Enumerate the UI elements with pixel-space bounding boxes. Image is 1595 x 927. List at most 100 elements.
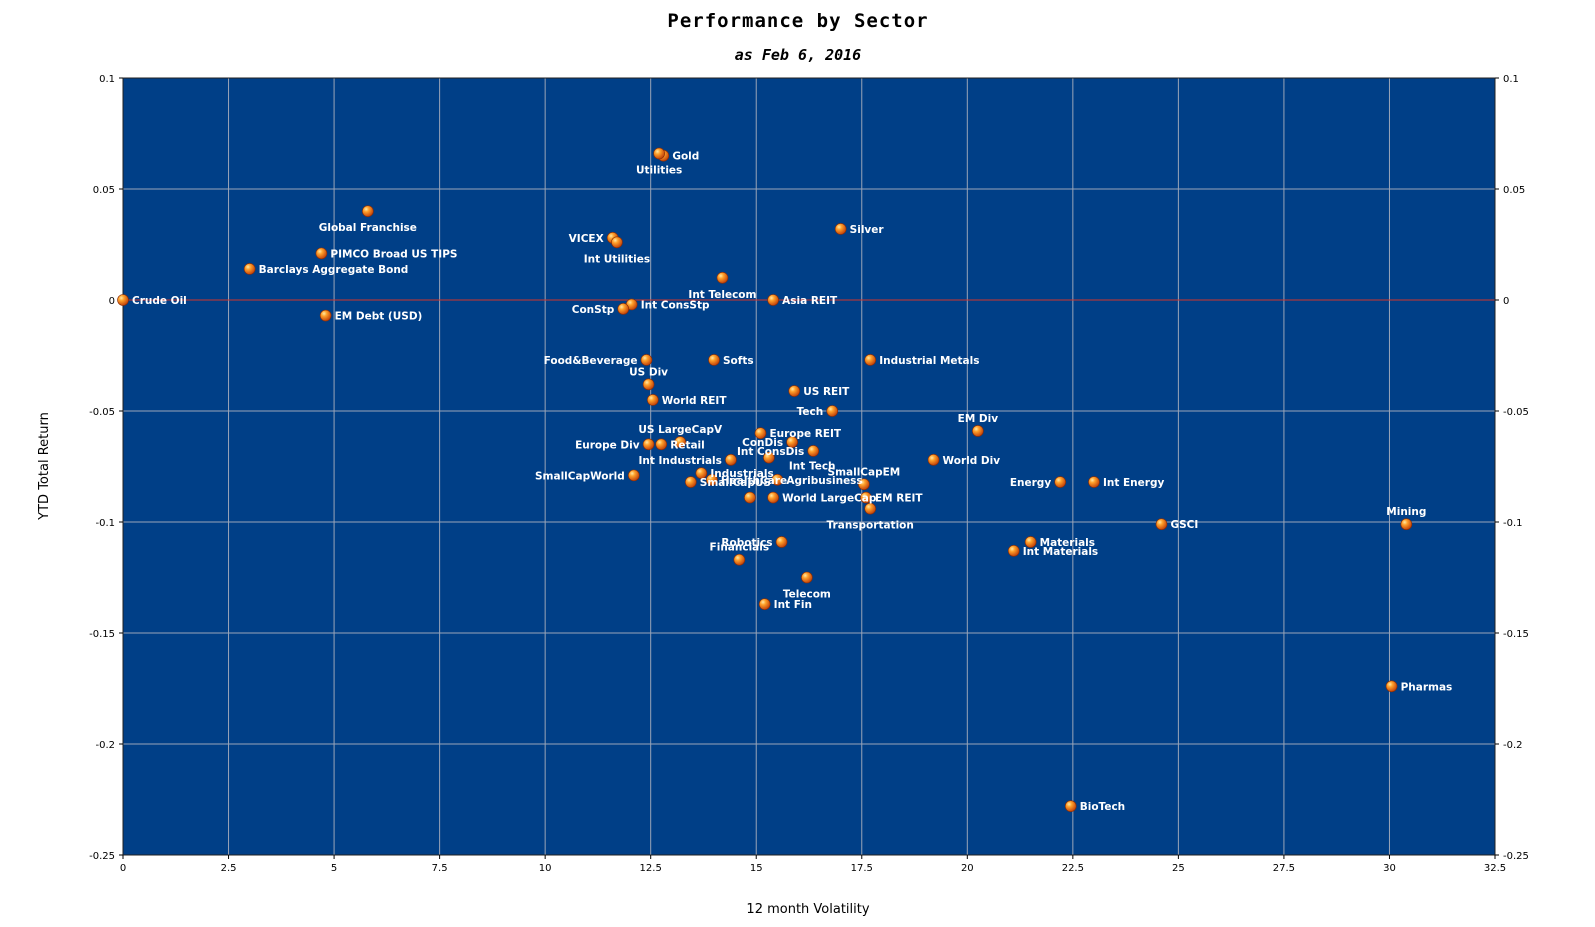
y-tick-label-left: -0.05 xyxy=(89,407,115,418)
data-point xyxy=(834,223,847,235)
data-label: HealthCare xyxy=(721,475,787,487)
x-tick-label: 32.5 xyxy=(1484,863,1506,874)
data-label: Gold xyxy=(672,151,699,163)
data-point xyxy=(763,451,775,464)
y-tick-label-right: -0.2 xyxy=(1503,740,1523,751)
data-point xyxy=(771,474,784,486)
data-point xyxy=(1054,476,1066,488)
data-points xyxy=(117,147,1413,812)
data-label: US REIT xyxy=(803,386,850,398)
data-label: Materials xyxy=(1040,537,1095,549)
y-tick-label-right: -0.15 xyxy=(1503,629,1529,640)
y-axis-right-ticks: 0.1 0.05 0 -0.05 -0.1 -0.15 -0.2 -0.25 xyxy=(1495,74,1529,862)
data-label: Silver xyxy=(850,224,885,236)
data-point xyxy=(826,405,839,417)
x-axis-label: 12 month Volatility xyxy=(746,902,869,917)
x-tick-label: 27.5 xyxy=(1273,863,1295,874)
data-label: Int Telecom xyxy=(688,289,756,301)
data-point xyxy=(972,425,984,437)
y-tick-label-right: -0.1 xyxy=(1503,518,1523,529)
data-point xyxy=(786,436,798,448)
data-point xyxy=(695,467,708,479)
data-point xyxy=(647,394,659,406)
data-point xyxy=(1007,545,1020,557)
y-axis-label: YTD Total Return xyxy=(37,412,52,521)
data-point xyxy=(788,385,801,397)
x-tick-label: 2.5 xyxy=(221,863,237,874)
y-tick-label-left: 0.05 xyxy=(93,185,115,196)
data-label: Asia REIT xyxy=(782,295,838,307)
data-label: Int Tech xyxy=(789,461,836,473)
data-point xyxy=(744,491,756,504)
data-point xyxy=(725,454,737,466)
data-point xyxy=(642,378,655,391)
data-point xyxy=(1088,476,1100,488)
data-point xyxy=(362,205,374,217)
data-label: World Div xyxy=(943,455,1001,467)
data-label: Int ConsStp xyxy=(641,299,710,311)
data-label: Utilities xyxy=(636,164,682,176)
data-label: Transportation xyxy=(827,520,914,532)
data-label: Barclays Aggregate Bond xyxy=(259,264,409,276)
x-tick-label: 25 xyxy=(1172,863,1185,874)
data-point xyxy=(653,147,665,160)
data-point xyxy=(767,294,779,306)
data-label: World LargeCap xyxy=(782,493,877,505)
data-label: Int Fin xyxy=(774,599,812,611)
data-label: Softs xyxy=(723,355,754,367)
data-label: Europe Div xyxy=(575,439,640,451)
data-point xyxy=(708,354,720,366)
data-point xyxy=(733,553,746,566)
data-point xyxy=(807,445,820,457)
data-label: Financials xyxy=(710,542,770,554)
data-point xyxy=(1024,536,1037,548)
data-point xyxy=(617,303,630,315)
data-label: Energy xyxy=(1010,477,1051,489)
data-label: Robotics xyxy=(721,537,772,549)
x-tick-label: 15 xyxy=(750,863,763,874)
data-label: World REIT xyxy=(662,395,728,407)
data-label: ConStp xyxy=(572,304,615,316)
data-label: EM REIT xyxy=(875,493,923,505)
chart-title: Performance by Sector xyxy=(667,10,928,32)
x-tick-label: 30 xyxy=(1383,863,1396,874)
data-label: Int Industrials xyxy=(638,455,721,467)
x-tick-label: 7.5 xyxy=(432,863,448,874)
data-point xyxy=(640,354,653,366)
data-point xyxy=(117,294,129,306)
data-label: SmallCapWorld xyxy=(535,470,625,482)
plot-border xyxy=(122,77,1496,856)
y-tick-label-left: -0.1 xyxy=(95,518,115,529)
data-point xyxy=(1155,518,1168,531)
x-axis-ticks: 0 2.5 5 7.5 10 12.5 15 17.5 20 22.5 25 27.5 30 32.5 xyxy=(120,855,1506,874)
y-tick-label-right: 0.05 xyxy=(1503,185,1525,196)
data-label: Telecom xyxy=(783,589,831,601)
data-label: Int ConsDis xyxy=(737,446,804,458)
data-point xyxy=(674,436,687,448)
data-label: SmallCapUS xyxy=(700,477,771,489)
data-label: PIMCO Broad US TIPS xyxy=(330,248,457,260)
x-tick-label: 10 xyxy=(539,863,552,874)
data-label: Int Materials xyxy=(1023,546,1098,558)
data-point xyxy=(801,571,813,584)
data-point xyxy=(243,263,256,275)
data-point xyxy=(1400,518,1413,531)
data-point xyxy=(927,454,940,466)
data-label: Int Utilities xyxy=(584,253,650,265)
data-point xyxy=(858,478,870,491)
data-label: Pharmas xyxy=(1401,681,1453,693)
data-label: SmallCapEM xyxy=(828,466,901,478)
data-point xyxy=(655,438,668,451)
data-label: BioTech xyxy=(1080,801,1125,813)
y-tick-label-left: -0.15 xyxy=(89,629,115,640)
y-tick-label-right: -0.05 xyxy=(1503,407,1529,418)
data-point xyxy=(758,598,771,610)
data-label: VICEX xyxy=(569,233,604,245)
data-label: EM Debt (USD) xyxy=(335,311,423,323)
y-tick-label-left: 0 xyxy=(109,296,115,307)
data-point xyxy=(642,438,655,451)
data-label: Agribusiness xyxy=(786,475,862,487)
y-tick-label-left: -0.2 xyxy=(95,740,115,751)
data-label: US Div xyxy=(629,366,668,378)
